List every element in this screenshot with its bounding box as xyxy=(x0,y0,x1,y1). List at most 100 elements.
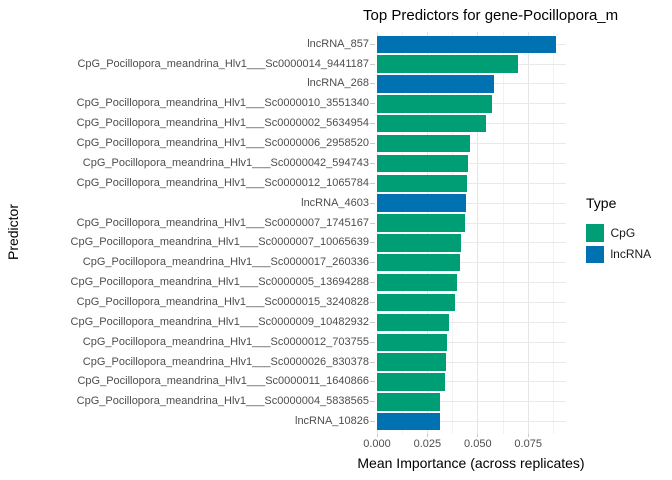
y-axis-label: CpG_Pocillopora_meandrina_Hlv1___Sc00000… xyxy=(82,256,369,269)
y-axis-label: CpG_Pocillopora_meandrina_Hlv1___Sc00000… xyxy=(82,156,369,169)
y-axis-label: CpG_Pocillopora_meandrina_Hlv1___Sc00000… xyxy=(82,335,369,348)
legend-item: lncRNA xyxy=(586,245,652,264)
bar xyxy=(377,254,460,272)
y-axis-label: CpG_Pocillopora_meandrina_Hlv1___Sc00000… xyxy=(77,375,369,388)
y-axis-tick xyxy=(370,43,375,45)
y-axis-tick xyxy=(370,182,375,184)
y-axis-tick xyxy=(370,361,375,363)
gridline-row xyxy=(377,143,566,145)
gridline-row xyxy=(377,182,566,184)
gridline-row xyxy=(377,401,566,403)
bar xyxy=(377,154,468,173)
bar xyxy=(377,95,492,113)
y-axis-tick xyxy=(370,242,375,244)
y-axis-label: lncRNA_10826 xyxy=(295,415,369,428)
gridline-minor xyxy=(452,32,454,434)
y-axis-tick xyxy=(370,321,375,323)
y-axis-title: Predictor xyxy=(5,203,21,261)
gridline-minor xyxy=(552,32,554,434)
legend-title: Type xyxy=(586,195,617,211)
bar xyxy=(377,35,557,53)
bar xyxy=(377,234,462,252)
y-axis-label: CpG_Pocillopora_meandrina_Hlv1___Sc00000… xyxy=(76,97,369,110)
gridline-row xyxy=(377,282,566,284)
bar xyxy=(377,313,449,332)
gridline-row xyxy=(377,361,566,363)
y-axis-tick xyxy=(370,202,375,204)
gridline-minor xyxy=(502,32,504,434)
legend-key-swatch xyxy=(586,245,604,264)
gridline-row xyxy=(377,202,566,204)
y-axis-tick xyxy=(370,63,375,65)
y-axis-tick xyxy=(370,302,375,303)
y-axis-tick xyxy=(370,103,375,105)
y-axis-tick xyxy=(370,143,375,145)
y-axis-label: CpG_Pocillopora_meandrina_Hlv1___Sc00000… xyxy=(70,315,369,328)
y-axis-label: CpG_Pocillopora_meandrina_Hlv1___Sc00000… xyxy=(70,276,369,289)
y-axis-label: lncRNA_857 xyxy=(307,37,369,50)
x-axis-tick xyxy=(477,434,479,437)
legend-item-label: lncRNA xyxy=(610,247,652,262)
gridline-row xyxy=(377,262,566,264)
y-axis-label: CpG_Pocillopora_meandrina_Hlv1___Sc00000… xyxy=(76,176,369,189)
y-axis-label: CpG_Pocillopora_meandrina_Hlv1___Sc00000… xyxy=(76,216,369,229)
legend-item-label: CpG xyxy=(610,225,636,240)
x-axis-title: Mean Importance (across replicates) xyxy=(357,455,585,471)
gridline-row xyxy=(377,381,566,383)
bar xyxy=(377,214,465,232)
y-axis-label: CpG_Pocillopora_meandrina_Hlv1___Sc00000… xyxy=(77,57,369,70)
gridline-major xyxy=(426,32,428,434)
x-axis-tick-label: 0.075 xyxy=(514,438,542,450)
bar xyxy=(377,413,440,431)
chart-title: Top Predictors for gene-Pocillopora_m xyxy=(363,7,619,24)
x-axis-tick xyxy=(426,434,428,437)
gridline-row xyxy=(377,162,566,164)
y-axis-label: CpG_Pocillopora_meandrina_Hlv1___Sc00000… xyxy=(82,355,369,368)
y-axis-tick xyxy=(370,381,375,383)
bar xyxy=(377,55,518,73)
x-axis-tick xyxy=(376,434,378,437)
bar xyxy=(377,75,494,93)
x-axis-tick-label: 0.050 xyxy=(464,438,492,450)
bar xyxy=(377,174,468,192)
gridline-major xyxy=(527,32,529,434)
bar xyxy=(377,134,471,153)
gridline-major xyxy=(376,32,378,434)
bar xyxy=(377,293,455,312)
legend-key-swatch xyxy=(586,224,604,242)
plot-panel xyxy=(376,32,566,434)
legend-item: CpG xyxy=(586,224,651,242)
bar xyxy=(377,353,446,371)
y-axis-tick xyxy=(370,421,375,423)
y-axis-label: CpG_Pocillopora_meandrina_Hlv1___Sc00000… xyxy=(76,137,369,150)
y-axis-label: CpG_Pocillopora_meandrina_Hlv1___Sc00000… xyxy=(70,236,369,249)
y-axis-label: lncRNA_4603 xyxy=(301,196,369,209)
y-axis-tick xyxy=(370,83,375,85)
y-axis-tick xyxy=(370,162,375,164)
y-axis-tick xyxy=(370,123,375,125)
y-axis-label: CpG_Pocillopora_meandrina_Hlv1___Sc00000… xyxy=(76,296,369,308)
gridline-row xyxy=(377,222,566,224)
bar xyxy=(377,333,448,351)
gridline-minor xyxy=(401,32,403,434)
y-axis-tick xyxy=(370,401,375,403)
bar xyxy=(377,194,466,212)
x-axis-tick xyxy=(527,434,529,437)
legend-items: CpG lncRNA xyxy=(586,224,652,264)
gridline-major xyxy=(477,32,479,434)
y-axis-tick xyxy=(370,282,375,284)
legend: Type CpG lncRNA xyxy=(586,195,651,267)
bar xyxy=(377,393,440,411)
y-axis-tick xyxy=(370,262,375,264)
gridline-row xyxy=(377,341,566,343)
gridline-row xyxy=(377,302,566,303)
y-axis-tick xyxy=(370,222,375,224)
x-axis-tick-label: 0.025 xyxy=(413,438,442,450)
gridline-row xyxy=(377,321,566,323)
gridline-row xyxy=(377,421,566,423)
x-axis-tick-label: 0.000 xyxy=(363,438,391,450)
bar xyxy=(377,373,445,391)
y-axis-label: CpG_Pocillopora_meandrina_Hlv1___Sc00000… xyxy=(76,395,369,408)
y-axis-tick xyxy=(370,341,375,343)
